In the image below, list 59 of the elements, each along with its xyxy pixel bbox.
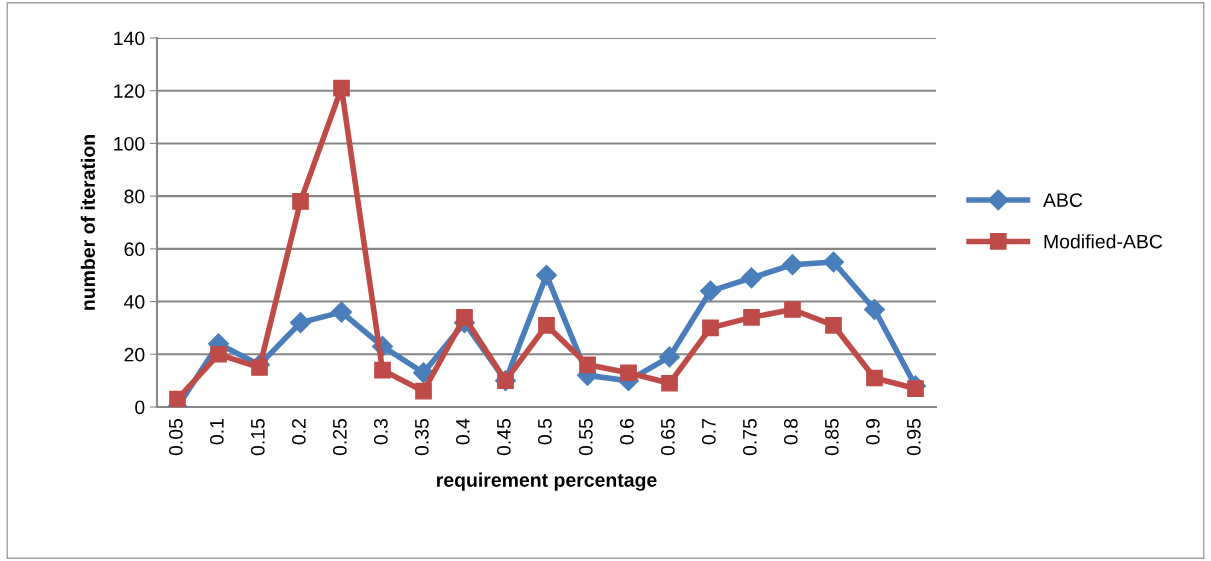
legend-label: Modified-ABC [1044, 234, 1163, 249]
point [374, 361, 391, 379]
point [825, 316, 842, 334]
point [702, 319, 719, 337]
point [579, 356, 596, 374]
point [251, 359, 268, 376]
point [535, 264, 558, 286]
x-tick-label: 0.7 [701, 419, 716, 445]
point [863, 298, 886, 320]
x-tick-label: 0.25 [332, 418, 347, 456]
point [822, 251, 845, 273]
y-tick-label: 80 [124, 189, 145, 204]
point [658, 346, 681, 368]
point [740, 267, 763, 289]
y-tick-label: 100 [114, 136, 145, 151]
x-tick-label: 0.8 [783, 418, 798, 445]
x-tick-label: 0.75 [742, 418, 757, 456]
y-tick-label: 0 [135, 400, 145, 415]
y-tick-label: 40 [124, 295, 145, 309]
x-axis-title: requirement percentage [437, 472, 657, 491]
point [330, 301, 353, 323]
y-tick-label: 60 [124, 242, 145, 257]
point [784, 301, 801, 318]
point [907, 380, 924, 397]
legend-label: ABC [1043, 193, 1083, 207]
y-tick-label: 140 [114, 31, 145, 46]
point [620, 364, 637, 382]
point [289, 312, 312, 334]
x-tick-label: 0.15 [250, 418, 265, 456]
point [415, 382, 432, 400]
x-tick-label: 0.1 [209, 419, 224, 445]
point [699, 280, 722, 302]
point [538, 316, 555, 334]
point [292, 193, 309, 210]
x-tick-label: 0.6 [619, 418, 634, 445]
point [456, 309, 473, 326]
point [333, 79, 350, 97]
y-tick-label: 120 [114, 84, 145, 98]
y-tick-label: 20 [124, 347, 145, 362]
point [661, 374, 678, 392]
point [743, 309, 760, 326]
x-tick-label: 0.05 [168, 418, 183, 456]
point [781, 254, 804, 276]
x-tick-label: 0.4 [455, 418, 470, 445]
x-tick-label: 0.65 [660, 418, 675, 456]
x-tick-label: 0.3 [373, 418, 388, 445]
point [412, 362, 435, 384]
x-tick-label: 0.35 [414, 418, 429, 456]
x-tick-label: 0.85 [824, 418, 839, 456]
point [210, 345, 227, 363]
x-tick-label: 0.45 [496, 418, 511, 456]
x-tick-label: 0.2 [291, 419, 306, 445]
x-tick-label: 0.5 [537, 418, 552, 445]
x-tick-label: 0.95 [906, 418, 921, 456]
x-tick-label: 0.9 [865, 419, 880, 445]
x-tick-label: 0.55 [578, 418, 593, 456]
y-axis-title: number of iteration [80, 135, 96, 310]
point [169, 390, 186, 407]
point [866, 369, 883, 387]
